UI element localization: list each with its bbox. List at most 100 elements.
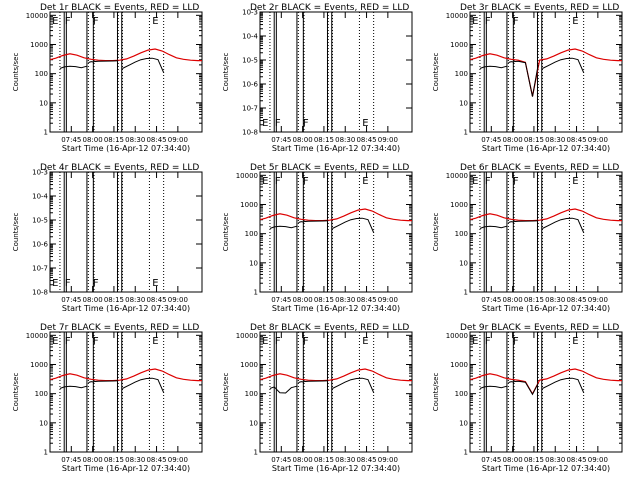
black-events-series-segment bbox=[88, 61, 95, 64]
flag-label: F bbox=[275, 176, 281, 187]
y-axis-label: Counts/sec bbox=[432, 373, 440, 412]
flag-label: E bbox=[472, 336, 478, 347]
y-tick-label: 10 bbox=[249, 419, 258, 427]
x-tick-label: 08:15 bbox=[104, 136, 124, 144]
y-tick-label: 10-4 bbox=[242, 33, 258, 41]
y-tick-label: 10 bbox=[459, 99, 468, 107]
plot-frame bbox=[259, 11, 413, 133]
flag-label: E bbox=[262, 336, 268, 347]
y-axis-label: Counts/sec bbox=[222, 53, 230, 92]
x-tick-label: 07:45 bbox=[481, 296, 501, 304]
y-tick-label: 1000 bbox=[240, 201, 258, 209]
x-tick-label: 09:00 bbox=[588, 136, 608, 144]
black-events-series-segment bbox=[479, 65, 508, 69]
plot-panel-5: Det 5r BLACK = Events, RED = LLD 1 10 100 10… bbox=[222, 163, 413, 313]
flag-label: E bbox=[472, 176, 478, 187]
x-tick-label: 08:30 bbox=[335, 296, 355, 304]
x-axis-label: Start Time (16-Apr-12 07:34:40) bbox=[272, 304, 400, 313]
flag-label: F bbox=[485, 176, 491, 187]
y-tick-label: 10-4 bbox=[32, 193, 48, 201]
panel-title: Det 3r BLACK = Events, RED = LLD bbox=[460, 3, 619, 13]
flag-label: E bbox=[152, 336, 158, 347]
y-tick-label: 10 bbox=[39, 419, 48, 427]
x-tick-label: 08:00 bbox=[293, 136, 313, 144]
black-events-series-segment bbox=[332, 377, 375, 393]
y-tick-label: 100 bbox=[245, 230, 258, 238]
flag-label: F bbox=[485, 16, 491, 27]
x-tick-label: 08:45 bbox=[356, 136, 376, 144]
y-tick-label: 10-5 bbox=[32, 217, 48, 225]
flag-label: F bbox=[513, 336, 519, 347]
red-lld-series bbox=[259, 368, 412, 382]
panel-title: Det 6r BLACK = Events, RED = LLD bbox=[460, 163, 619, 173]
x-tick-label: 08:15 bbox=[524, 296, 544, 304]
x-tick-label: 09:00 bbox=[168, 296, 188, 304]
y-tick-label: 1000 bbox=[450, 361, 468, 369]
x-tick-label: 09:00 bbox=[168, 136, 188, 144]
flag-label: E bbox=[362, 336, 368, 347]
plot-frame bbox=[469, 171, 623, 293]
x-tick-label: 08:00 bbox=[83, 136, 103, 144]
x-tick-label: 07:45 bbox=[271, 456, 291, 464]
black-events-series-segment bbox=[93, 60, 119, 63]
x-tick-label: 09:00 bbox=[588, 296, 608, 304]
black-events-series-segment bbox=[479, 385, 508, 389]
y-tick-label: 1 bbox=[44, 449, 48, 457]
plot-frame bbox=[49, 331, 203, 453]
x-tick-label: 08:30 bbox=[335, 136, 355, 144]
black-events-series-segment bbox=[508, 61, 515, 64]
black-events-series-segment bbox=[303, 220, 329, 223]
x-tick-label: 07:45 bbox=[61, 136, 81, 144]
black-events-series-segment bbox=[122, 57, 165, 73]
red-lld-series bbox=[259, 208, 412, 222]
x-tick-label: 08:15 bbox=[104, 296, 124, 304]
plot-panel-7: Det 7r BLACK = Events, RED = LLD 1 10 100 10… bbox=[12, 323, 203, 473]
panel-title: Det 1r BLACK = Events, RED = LLD bbox=[40, 3, 199, 13]
flag-label: E bbox=[152, 278, 158, 289]
flag-label: E bbox=[52, 16, 58, 27]
flag-label: F bbox=[513, 16, 519, 27]
black-events-series-segment bbox=[513, 220, 539, 223]
flag-label: F bbox=[485, 336, 491, 347]
x-tick-label: 08:45 bbox=[146, 136, 166, 144]
y-axis-label: Counts/sec bbox=[432, 53, 440, 92]
y-tick-label: 100 bbox=[245, 390, 258, 398]
y-tick-label: 10-8 bbox=[32, 289, 48, 297]
panel-title: Det 9r BLACK = Events, RED = LLD bbox=[460, 323, 619, 333]
x-tick-label: 07:45 bbox=[481, 456, 501, 464]
y-axis-label: Counts/sec bbox=[432, 213, 440, 252]
red-lld-series bbox=[49, 368, 202, 382]
y-tick-label: 10-3 bbox=[32, 169, 48, 177]
x-tick-label: 08:45 bbox=[566, 136, 586, 144]
red-lld-series bbox=[469, 368, 622, 396]
y-tick-label: 10-5 bbox=[242, 57, 258, 65]
x-tick-label: 07:45 bbox=[481, 136, 501, 144]
flag-label: E bbox=[572, 336, 578, 347]
x-tick-label: 08:00 bbox=[83, 296, 103, 304]
y-tick-label: 10000 bbox=[26, 332, 48, 340]
y-tick-label: 100 bbox=[35, 390, 48, 398]
flag-label: F bbox=[93, 278, 99, 289]
plot-frame bbox=[469, 11, 623, 133]
black-events-series-segment bbox=[542, 57, 585, 73]
y-tick-label: 10000 bbox=[446, 12, 468, 20]
black-events-series-segment bbox=[479, 225, 508, 229]
y-tick-label: 10-7 bbox=[32, 265, 48, 273]
x-tick-label: 08:45 bbox=[146, 456, 166, 464]
plot-panel-6: Det 6r BLACK = Events, RED = LLD 1 10 100 10… bbox=[432, 163, 623, 313]
y-tick-label: 1 bbox=[464, 289, 468, 297]
x-axis-label: Start Time (16-Apr-12 07:34:40) bbox=[482, 464, 610, 473]
flag-label: E bbox=[52, 278, 58, 289]
y-tick-label: 10 bbox=[39, 99, 48, 107]
y-tick-label: 100 bbox=[455, 70, 468, 78]
x-tick-label: 08:00 bbox=[503, 136, 523, 144]
flag-label: F bbox=[275, 118, 281, 129]
flag-label: E bbox=[572, 16, 578, 27]
black-events-series-segment bbox=[269, 385, 298, 394]
flag-label: E bbox=[262, 118, 268, 129]
y-tick-label: 10000 bbox=[236, 332, 258, 340]
x-tick-label: 08:15 bbox=[104, 456, 124, 464]
black-events-series-segment bbox=[332, 217, 375, 233]
y-tick-label: 10 bbox=[459, 259, 468, 267]
plot-frame bbox=[49, 171, 203, 293]
